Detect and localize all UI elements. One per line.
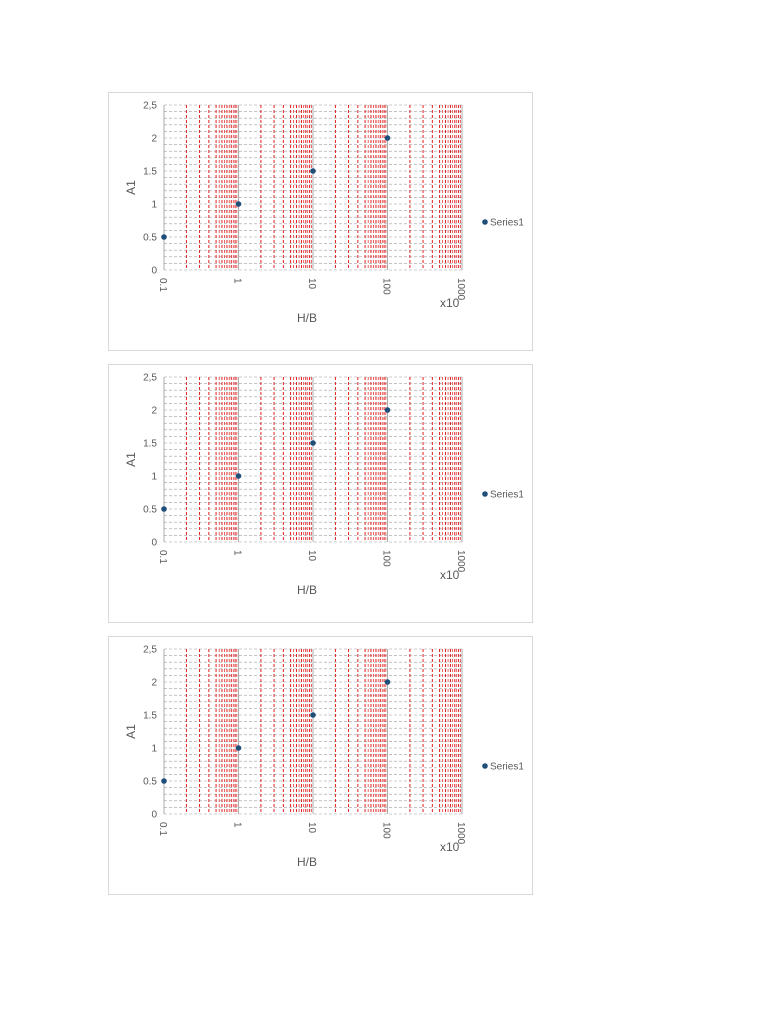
chart-svg-2: 0 0.5 1 1.5 2 2,5 0.1 1 10 100 1000 A1 H/B x10 Series1 <box>124 373 524 598</box>
chart-panel-3: 0 0.5 1 1.5 2 2,5 0.1 1 10 100 1000 A1 H/B x10 Series1 <box>108 636 533 895</box>
y-tick-label: 1.5 <box>143 439 157 450</box>
data-point <box>310 712 316 718</box>
data-point <box>310 440 316 446</box>
legend-label: Series1 <box>490 762 524 773</box>
x-tick-label: 1 <box>232 278 243 284</box>
data-point <box>384 679 391 685</box>
y-tick-label: 0.5 <box>143 505 157 516</box>
data-point <box>161 234 167 240</box>
y-tick-label: 1 <box>151 744 157 755</box>
legend-label: Series1 <box>490 490 524 501</box>
y-tick-label: 2 <box>151 134 157 145</box>
x-tick-label: 10 <box>306 278 317 290</box>
data-point <box>161 506 167 512</box>
y-axis-title: A1 <box>124 724 138 739</box>
x-tick-label: 0.1 <box>157 822 168 836</box>
x-tick-label: 1000 <box>455 822 466 845</box>
chart-svg-1: 0 0.5 1 1.5 2 2,5 0.1 1 10 100 1000 A1 H/B x10 Series1 <box>124 101 524 326</box>
x-axis-title: H/B <box>297 583 317 597</box>
x-axis-multiplier: x10 <box>440 568 460 582</box>
y-tick-label: 1 <box>151 200 157 211</box>
data-point <box>384 135 391 141</box>
legend-label: Series1 <box>490 218 524 229</box>
x-tick-label: 0.1 <box>157 278 168 292</box>
x-axis-multiplier: x10 <box>440 840 460 854</box>
x-tick-label: 10 <box>306 550 317 562</box>
x-tick-label: 100 <box>381 278 392 295</box>
data-point <box>310 168 316 174</box>
chart-svg-3: 0 0.5 1 1.5 2 2,5 0.1 1 10 100 1000 A1 H/B x10 Series1 <box>124 645 524 870</box>
y-tick-label: 2,5 <box>143 373 157 384</box>
x-tick-label: 1000 <box>455 278 466 301</box>
y-axis-title: A1 <box>124 180 138 195</box>
y-tick-label: 0.5 <box>143 233 157 244</box>
y-tick-label: 2 <box>151 678 157 689</box>
y-tick-label: 0.5 <box>143 777 157 788</box>
x-axis-title: H/B <box>297 855 317 869</box>
chart-panel-2: 0 0.5 1 1.5 2 2,5 0.1 1 10 100 1000 A1 H/B x10 Series1 <box>108 364 533 623</box>
x-tick-label: 1000 <box>455 550 466 573</box>
y-tick-label: 2 <box>151 406 157 417</box>
x-tick-label: 100 <box>381 550 392 567</box>
plot-grid <box>163 376 463 543</box>
y-tick-label: 0 <box>151 538 157 549</box>
data-point <box>161 778 167 784</box>
x-axis-title: H/B <box>297 311 317 325</box>
plot-grid <box>163 104 463 271</box>
data-point <box>235 745 242 751</box>
x-tick-label: 10 <box>306 822 317 834</box>
data-point <box>384 407 391 413</box>
y-tick-label: 2,5 <box>143 101 157 112</box>
y-tick-label: 0 <box>151 266 157 277</box>
y-axis-title: A1 <box>124 452 138 467</box>
legend-marker <box>482 491 488 497</box>
legend-marker <box>482 763 488 769</box>
plot-grid <box>163 648 463 815</box>
y-tick-label: 0 <box>151 810 157 821</box>
data-point <box>235 201 242 207</box>
x-tick-label: 1 <box>232 822 243 828</box>
data-point <box>235 473 242 479</box>
y-tick-label: 1.5 <box>143 167 157 178</box>
y-tick-label: 1 <box>151 472 157 483</box>
chart-panel-1: 0 0.5 1 1.5 2 2,5 0.1 1 10 100 1000 A1 H/B x10 Series1 <box>108 92 533 351</box>
legend-marker <box>482 219 488 225</box>
x-tick-label: 100 <box>381 822 392 839</box>
x-tick-label: 1 <box>232 550 243 556</box>
y-tick-label: 1.5 <box>143 711 157 722</box>
x-axis-multiplier: x10 <box>440 296 460 310</box>
x-tick-label: 0.1 <box>157 550 168 564</box>
y-tick-label: 2,5 <box>143 645 157 656</box>
